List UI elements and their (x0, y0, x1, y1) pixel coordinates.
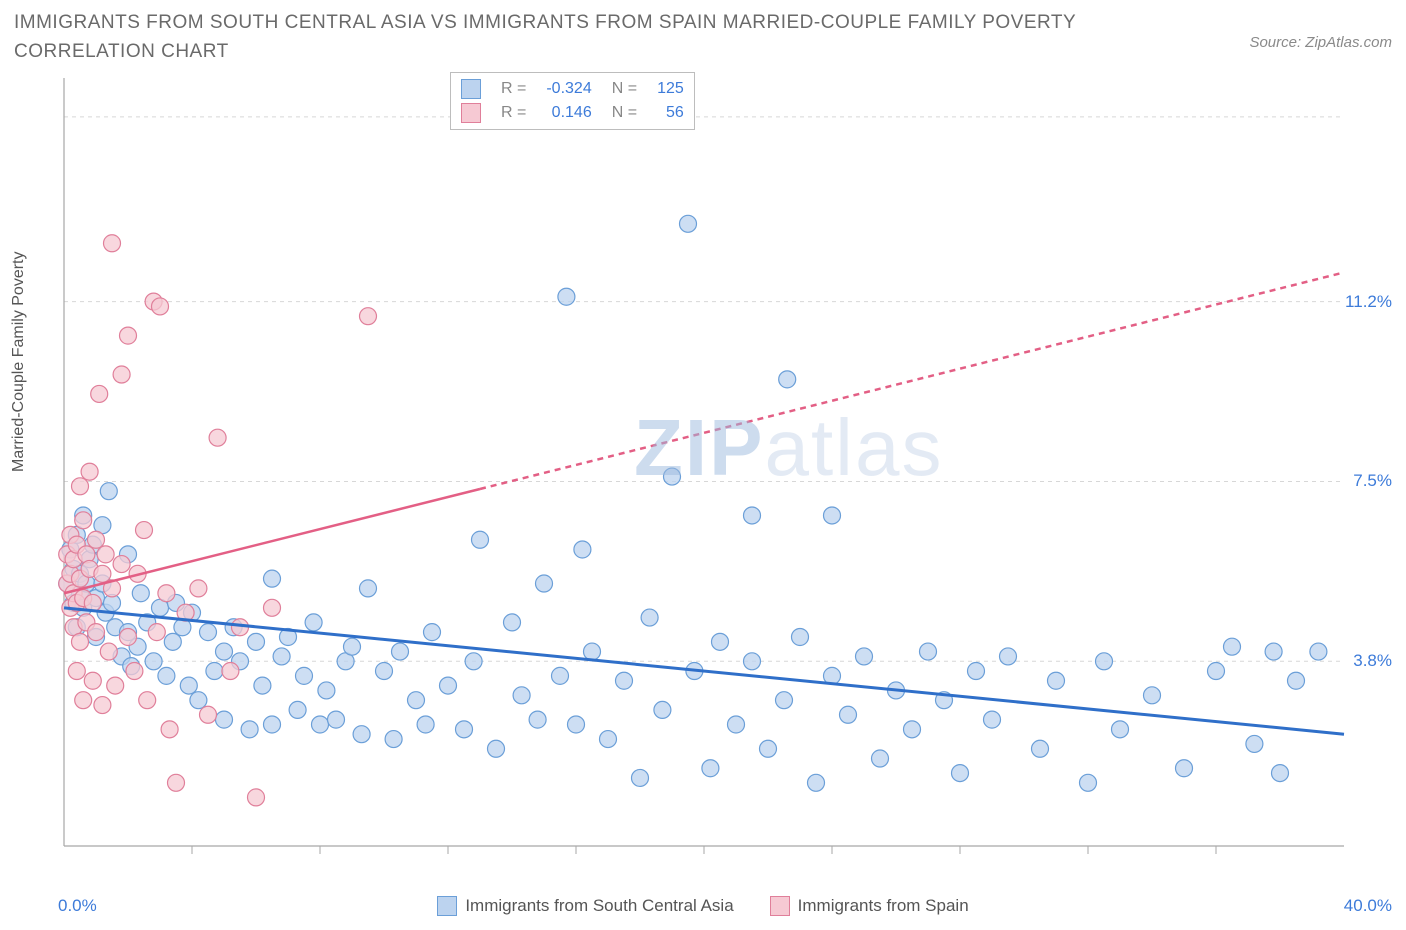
y-axis-tick-label: 11.2% (1332, 292, 1392, 312)
swatch-icon (437, 896, 457, 916)
chart-title: IMMIGRANTS FROM SOUTH CENTRAL ASIA VS IM… (14, 8, 1114, 67)
y-axis-tick-label: 3.8% (1332, 651, 1392, 671)
source-attribution: Source: ZipAtlas.com (1249, 34, 1392, 51)
chart-area: Married-Couple Family Poverty ZIPatlas R… (14, 72, 1392, 916)
swatch-icon (461, 103, 481, 123)
stats-row: R =-0.324N =125 (451, 77, 694, 101)
series-legend: Immigrants from South Central Asia Immigr… (14, 896, 1392, 916)
legend-label: Immigrants from Spain (798, 896, 969, 916)
legend-item: Immigrants from South Central Asia (437, 896, 733, 916)
stats-row: R =0.146N =56 (451, 101, 694, 125)
legend-item: Immigrants from Spain (770, 896, 969, 916)
legend-label: Immigrants from South Central Asia (465, 896, 733, 916)
header: IMMIGRANTS FROM SOUTH CENTRAL ASIA VS IM… (14, 8, 1392, 67)
scatter-plot (14, 72, 1404, 866)
y-axis-tick-label: 7.5% (1332, 471, 1392, 491)
swatch-icon (770, 896, 790, 916)
stats-legend: R =-0.324N =125R =0.146N =56 (450, 72, 695, 130)
swatch-icon (461, 79, 481, 99)
